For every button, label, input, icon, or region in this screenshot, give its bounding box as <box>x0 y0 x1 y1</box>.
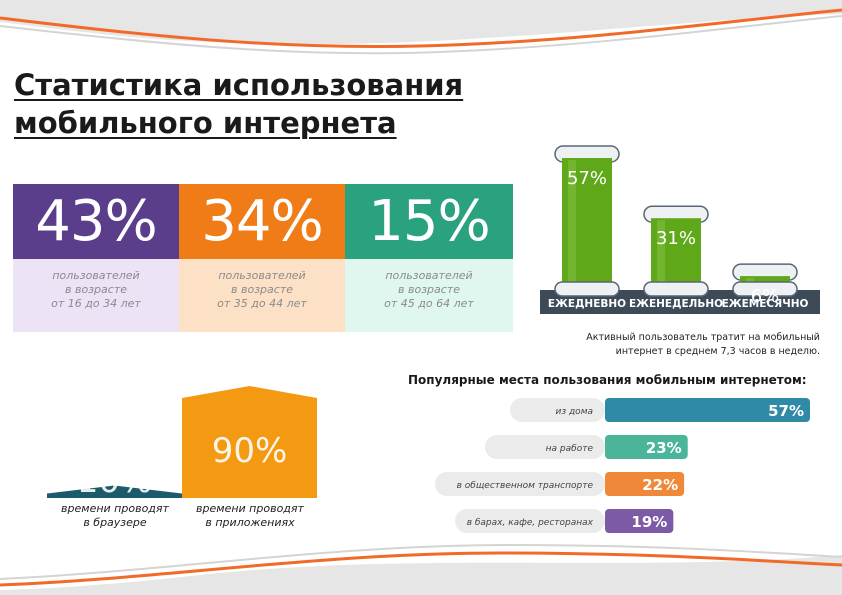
bar <box>651 218 701 290</box>
category-label: в общественном транспорте <box>457 481 594 491</box>
age-desc-line: в возрасте <box>398 283 460 296</box>
usage-split-chart: 10% 90% <box>47 386 317 501</box>
places-title: Популярные места пользования мобильным и… <box>408 373 807 387</box>
split-bar <box>47 485 182 498</box>
category-pill <box>485 435 605 459</box>
bar <box>605 435 688 459</box>
caption-line: интернет в среднем 7,3 часов в неделю. <box>615 346 820 357</box>
age-desc-line: от 16 до 34 лет <box>51 297 141 310</box>
label-line: в приложениях <box>205 516 295 529</box>
top-swoosh-decoration <box>0 0 842 55</box>
bottom-swoosh-decoration <box>0 543 842 595</box>
label-line: в браузере <box>83 516 147 529</box>
split-bar <box>182 386 317 498</box>
page-title: Статистика использования мобильного инте… <box>14 66 463 142</box>
age-desc-line: пользователей <box>218 269 306 282</box>
category-pill <box>435 472 605 496</box>
bar-highlight <box>568 160 576 288</box>
bar-value-label: 22% <box>642 476 678 494</box>
bar <box>605 472 685 496</box>
label-line: времени проводят <box>196 502 304 515</box>
category-label: в барах, кафе, ресторанах <box>467 518 594 528</box>
places-chart: из дома 57% на работе 23% в общественном тра… <box>435 398 810 533</box>
bar-highlight <box>657 220 665 288</box>
age-stat-35-44: 34% пользователей в возрасте от 35 до 44… <box>179 184 345 332</box>
category-label: из дома <box>555 407 593 417</box>
age-description: пользователей в возрасте от 45 до 64 лет <box>345 259 513 332</box>
browser-label: времени проводят в браузере <box>50 502 180 530</box>
frequency-chart: 57% ЕЖЕДНЕВНО 31% ЕЖЕНЕДЕЛЬНО 6%ЕЖЕМЕСЯЧНО <box>540 145 820 314</box>
frequency-caption: Активный пользователь тратит на мобильны… <box>520 331 820 359</box>
bar-value-label: 31% <box>656 228 696 249</box>
bar <box>562 158 612 290</box>
title-line-1: Статистика использования <box>14 68 464 102</box>
label-line: времени проводят <box>61 502 169 515</box>
category-label: ЕЖЕМЕСЯЧНО <box>722 298 809 310</box>
age-desc-line: от 45 до 64 лет <box>384 297 474 310</box>
category-label: ЕЖЕДНЕВНО <box>548 298 626 310</box>
split-value-label: 10% <box>77 461 153 501</box>
bar-value-label: 57% <box>567 168 607 189</box>
bar-value-label: 57% <box>768 402 804 420</box>
bar-value-label: 23% <box>646 439 682 457</box>
age-percent: 43% <box>13 184 179 259</box>
age-desc-line: пользователей <box>385 269 473 282</box>
age-description: пользователей в возрасте от 16 до 34 лет <box>13 259 179 332</box>
category-pill <box>510 398 605 422</box>
category-label: ЕЖЕНЕДЕЛЬНО <box>629 298 723 310</box>
caption-line: Активный пользователь тратит на мобильны… <box>586 332 820 343</box>
category-pill <box>455 509 605 533</box>
bar <box>605 509 674 533</box>
age-stat-45-64: 15% пользователей в возрасте от 45 до 64… <box>345 184 513 332</box>
bar-foot <box>554 281 620 297</box>
age-description: пользователей в возрасте от 35 до 44 лет <box>179 259 345 332</box>
age-percent: 15% <box>345 184 513 259</box>
bar <box>605 398 810 422</box>
title-line-2: мобильного интернета <box>14 106 397 140</box>
bar-foot <box>643 281 709 297</box>
category-label: на работе <box>546 444 594 454</box>
age-desc-line: в возрасте <box>231 283 293 296</box>
age-desc-line: в возрасте <box>65 283 127 296</box>
bar-value-label: 19% <box>631 513 667 531</box>
age-desc-line: от 35 до 44 лет <box>217 297 307 310</box>
age-stat-16-34: 43% пользователей в возрасте от 16 до 34… <box>13 184 179 332</box>
apps-label: времени проводят в приложениях <box>185 502 315 530</box>
age-percent: 34% <box>179 184 345 259</box>
bar-value-label: 6% <box>751 286 780 307</box>
bar-foot <box>732 281 798 297</box>
split-value-label: 90% <box>212 431 288 471</box>
age-desc-line: пользователей <box>52 269 140 282</box>
